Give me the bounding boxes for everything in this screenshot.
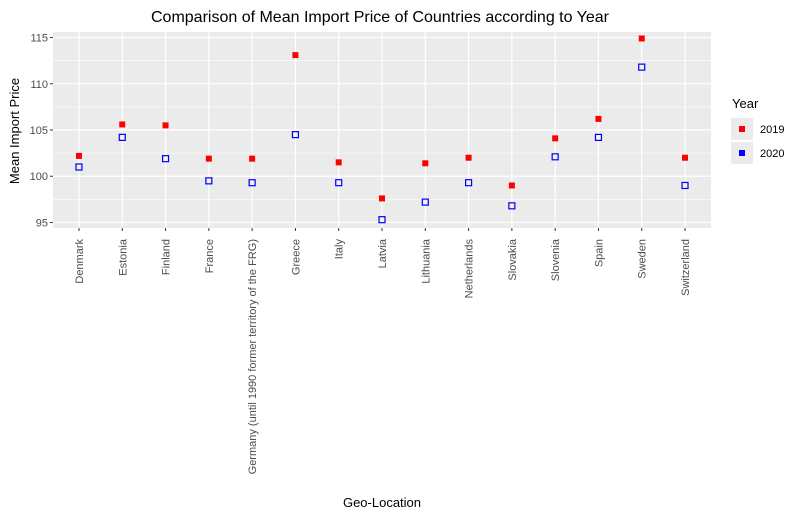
x-tick-label: Slovenia xyxy=(550,238,562,281)
x-axis: Denmark Estonia Finland France Germany (unti… xyxy=(74,228,692,474)
y-tick-label: 115 xyxy=(30,33,48,45)
point-2020 xyxy=(75,163,83,171)
x-tick-label: Sweden xyxy=(637,239,649,279)
x-tick-label: Latvia xyxy=(377,238,389,268)
point-2019 xyxy=(638,35,645,42)
point-2019 xyxy=(682,154,689,161)
point-2020 xyxy=(161,155,170,163)
point-2019 xyxy=(552,135,559,142)
data-points xyxy=(75,35,689,224)
x-tick-label: Spain xyxy=(593,239,605,267)
point-2020 xyxy=(378,216,386,224)
point-2019 xyxy=(119,121,126,128)
point-2020 xyxy=(681,181,689,190)
point-2020 xyxy=(248,179,256,187)
point-2020 xyxy=(421,198,429,206)
point-2020 xyxy=(205,177,213,185)
point-2019 xyxy=(249,155,256,162)
x-tick-label: Greece xyxy=(290,239,302,275)
legend-key-2019 xyxy=(739,126,745,132)
point-2020 xyxy=(638,63,646,71)
legend: Year 2019 2020 xyxy=(731,96,784,164)
x-axis-title: Geo-Location xyxy=(343,495,421,510)
point-2019 xyxy=(335,159,342,166)
point-2019 xyxy=(292,52,299,59)
point-2020 xyxy=(464,179,473,187)
legend-label-2020: 2020 xyxy=(760,148,784,160)
point-2020 xyxy=(551,153,559,161)
x-tick-label: Finland xyxy=(161,239,173,275)
y-tick-label: 95 xyxy=(36,217,48,229)
point-2019 xyxy=(595,115,602,122)
x-tick-label: Switzerland xyxy=(680,239,692,296)
point-2020 xyxy=(335,179,343,187)
legend-label-2019: 2019 xyxy=(760,124,784,136)
point-2019 xyxy=(465,154,472,161)
point-2020 xyxy=(118,133,126,141)
point-2019 xyxy=(75,152,82,159)
point-2019 xyxy=(205,155,212,162)
x-tick-label: France xyxy=(204,239,216,273)
x-tick-label: Germany (until 1990 former territory of … xyxy=(247,239,259,474)
point-2019 xyxy=(508,182,515,189)
legend-key-2020 xyxy=(739,150,745,156)
point-2019 xyxy=(162,122,169,129)
x-tick-label: Lithuania xyxy=(420,238,432,284)
x-tick-label: Italy xyxy=(334,239,346,260)
point-2020 xyxy=(508,202,516,210)
y-axis-title: Mean Import Price xyxy=(7,78,22,184)
y-tick-label: 105 xyxy=(30,125,48,137)
y-tick-label: 100 xyxy=(30,171,48,183)
chart-title: Comparison of Mean Import Price of Count… xyxy=(151,9,610,26)
y-axis: 95 100 105 110 115 xyxy=(30,33,53,229)
x-tick-label: Slovakia xyxy=(507,238,519,280)
point-2020 xyxy=(291,131,300,139)
point-2019 xyxy=(422,160,429,167)
legend-title: Year xyxy=(732,96,759,111)
x-tick-label: Denmark xyxy=(74,239,86,284)
point-2020 xyxy=(594,133,603,141)
point-2019 xyxy=(379,195,385,202)
y-tick-label: 110 xyxy=(30,79,48,91)
x-tick-label: Netherlands xyxy=(464,239,476,299)
x-tick-label: Estonia xyxy=(117,238,129,276)
gridlines xyxy=(53,32,711,228)
